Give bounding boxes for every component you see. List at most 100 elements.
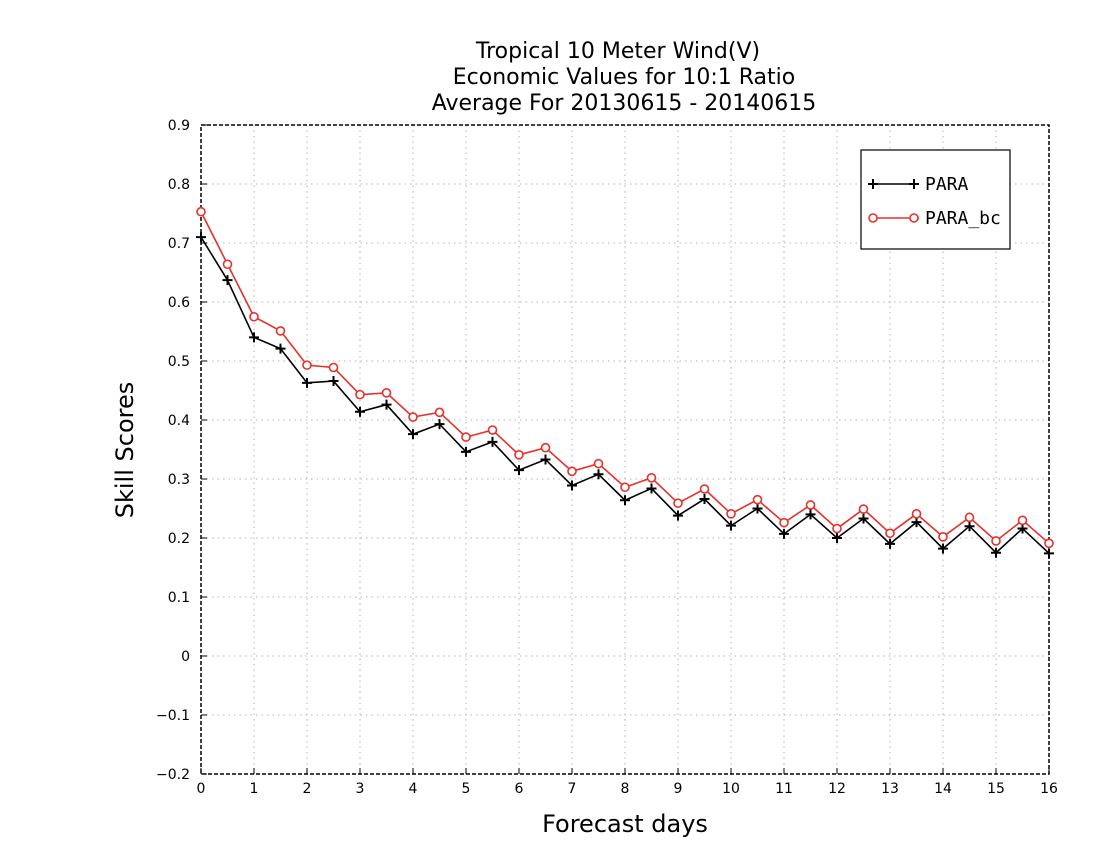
chart-title-line-2: Economic Values for 10:1 Ratio (453, 65, 795, 90)
data-point-para-bc (858, 504, 869, 514)
data-point-para-bc (487, 425, 498, 435)
data-point-para (328, 376, 339, 387)
x-tick-label: 8 (621, 781, 630, 797)
data-point-para (911, 517, 922, 528)
x-tick-label: 1 (250, 781, 259, 797)
x-tick-label: 6 (515, 781, 524, 797)
data-point-para (567, 480, 577, 491)
legend-label: PARA (925, 174, 969, 195)
x-tick-label: 0 (197, 781, 206, 797)
legend-marker (909, 213, 919, 223)
data-point-para-bc (222, 259, 233, 270)
data-point-para-bc (275, 326, 286, 336)
x-axis-label: Forecast days (542, 810, 708, 838)
y-tick-label: 0.7 (168, 236, 190, 252)
x-tick-label: 10 (722, 781, 740, 797)
y-tick-label: −0.1 (156, 708, 190, 724)
x-tick-label: 11 (775, 781, 793, 797)
data-point-para (858, 513, 869, 524)
legend-items: PARA PARA_bc (868, 174, 1001, 229)
data-point-para-bc (673, 498, 683, 508)
data-point-para (938, 543, 948, 554)
x-tick-label: 9 (674, 781, 683, 797)
x-tick-label: 4 (409, 781, 418, 797)
grid (201, 125, 1049, 774)
data-point-para-bc (752, 494, 763, 505)
x-tick-label: 16 (1040, 781, 1058, 797)
data-point-para (699, 494, 710, 505)
series-para-bc (196, 206, 1054, 549)
x-tick-label: 14 (934, 781, 952, 797)
data-point-para (673, 510, 683, 521)
data-point-para-bc (514, 450, 524, 460)
legend-item-para: PARA (868, 174, 969, 195)
x-tick-label: 12 (828, 781, 846, 797)
y-tick-label: 0.9 (168, 118, 190, 134)
y-tick-label: 0.6 (168, 295, 190, 311)
data-point-para (593, 469, 604, 480)
data-point-para (355, 406, 365, 417)
data-point-para-bc (646, 473, 657, 483)
data-point-para (514, 465, 524, 476)
data-point-para (487, 436, 498, 447)
data-point-para (1017, 523, 1028, 534)
data-point-para (434, 419, 445, 430)
data-point-para-bc (567, 466, 577, 477)
data-point-para-bc (699, 484, 710, 494)
data-point-para (620, 495, 630, 506)
data-point-para (381, 399, 392, 410)
data-point-para (752, 503, 763, 514)
y-tick-label: 0.4 (168, 413, 190, 429)
data-point-para-bc (620, 482, 630, 493)
x-tick-label: 13 (881, 781, 899, 797)
legend-label: PARA_bc (925, 208, 1001, 229)
legend-box (860, 149, 1011, 250)
chart-title: Tropical 10 Meter Wind(V) Economic Value… (432, 39, 817, 116)
legend-item-para-bc: PARA_bc (868, 208, 1001, 229)
data-point-para (222, 275, 233, 286)
data-point-para-bc (779, 517, 789, 528)
x-tick-label: 2 (303, 781, 312, 797)
x-tick-label: 15 (987, 781, 1005, 797)
data-point-para-bc (911, 509, 922, 519)
data-point-para (779, 528, 789, 539)
y-tick-label: −0.2 (156, 767, 190, 783)
data-point-para-bc (328, 362, 339, 373)
data-point-para (646, 483, 657, 494)
data-point-para (302, 377, 312, 388)
x-tick-label: 3 (356, 781, 365, 797)
data-point-para-bc (832, 523, 842, 534)
x-axis: 0 1 2 3 4 5 6 7 8 9 10 11 12 13 14 15 16 (197, 768, 1058, 797)
data-point-para (408, 429, 418, 440)
y-tick-label: 0.2 (168, 531, 190, 547)
chart-title-line-1: Tropical 10 Meter Wind(V) (475, 39, 760, 64)
data-point-para-bc (355, 389, 365, 400)
legend-marker (909, 179, 919, 189)
data-point-para-bc (461, 432, 471, 442)
data-point-para-bc (593, 458, 604, 469)
data-point-para (249, 332, 259, 343)
data-point-para-bc (991, 536, 1001, 546)
data-point-para-bc (408, 412, 418, 422)
data-point-para-bc (1044, 538, 1054, 549)
y-tick-label: 0.8 (168, 177, 190, 193)
series-layer (196, 206, 1054, 559)
data-point-para-bc (726, 509, 736, 519)
data-point-para (1044, 548, 1054, 559)
y-tick-label: 0.5 (168, 354, 190, 370)
data-point-para (964, 521, 975, 532)
data-point-para-bc (196, 206, 206, 217)
y-tick-label: 0.3 (168, 472, 190, 488)
data-point-para-bc (302, 360, 312, 370)
data-point-para-bc (938, 532, 948, 542)
legend: PARA PARA_bc (860, 149, 1011, 250)
data-point-para-bc (964, 512, 975, 523)
data-point-para-bc (540, 442, 551, 453)
y-axis: −0.2 −0.1 0 0.1 0.2 0.3 0.4 0.5 0.6 0.7 0.8 0.9 (156, 118, 207, 783)
data-point-para (275, 343, 286, 354)
legend-marker (868, 213, 878, 223)
data-point-para (726, 520, 736, 531)
x-tick-label: 7 (568, 781, 577, 797)
data-point-para-bc (434, 407, 445, 418)
